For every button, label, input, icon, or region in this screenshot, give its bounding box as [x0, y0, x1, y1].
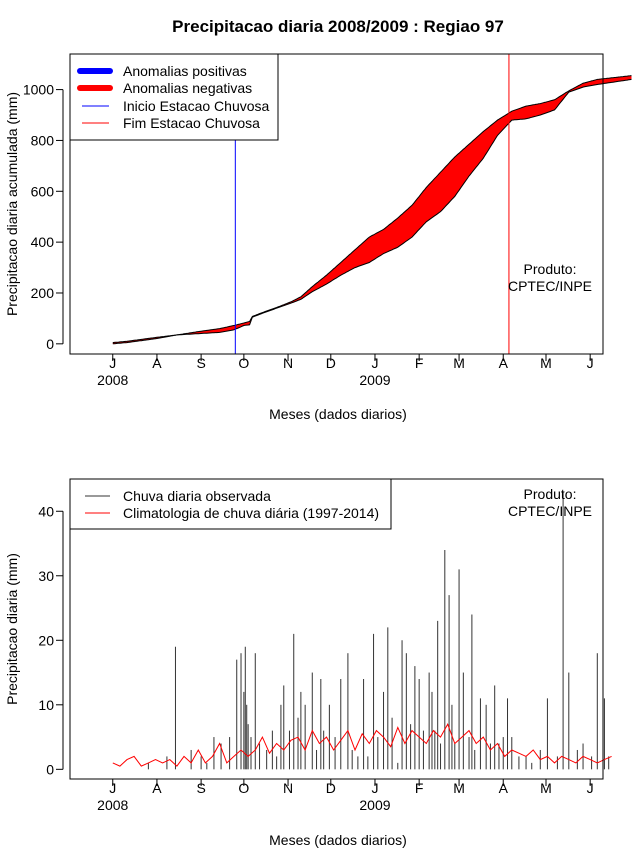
- bottom-month-label: A: [152, 780, 162, 796]
- bottom-year-label: 2009: [359, 797, 390, 813]
- top-y-tick-label: 1000: [23, 82, 54, 98]
- bottom-month-label: A: [499, 780, 509, 796]
- top-month-label: M: [540, 355, 552, 371]
- legend-observed-label: Chuva diaria observada: [123, 488, 271, 504]
- bottom-month-label: N: [283, 780, 293, 796]
- top-y-axis-label: Precipitacao diaria acumulada (mm): [4, 92, 20, 316]
- bottom-y-tick-label: 0: [46, 761, 54, 777]
- top-credit-line2: CPTEC/INPE: [508, 278, 592, 294]
- top-y-tick-label: 600: [31, 183, 55, 199]
- bottom-legend: Chuva diaria observada Climatologia de c…: [69, 478, 392, 530]
- top-x-axis-label: Meses (dados diarios): [269, 406, 407, 422]
- climatology-cumulative-line: [112, 75, 632, 344]
- legend-end-label: Fim Estacao Chuvosa: [123, 115, 260, 131]
- top-month-label: N: [283, 355, 293, 371]
- top-month-label: A: [152, 355, 162, 371]
- bottom-month-label: F: [415, 780, 424, 796]
- bottom-month-label: M: [540, 780, 552, 796]
- legend-climatology-label: Climatologia de chuva diária (1997-2014): [123, 505, 379, 521]
- bottom-y-tick-label: 20: [38, 632, 54, 648]
- top-month-label: M: [453, 355, 465, 371]
- bottom-month-label: D: [326, 780, 336, 796]
- observed-cumulative-line: [112, 78, 632, 345]
- top-month-label: S: [196, 355, 205, 371]
- bottom-month-label: O: [238, 780, 249, 796]
- top-month-label: O: [238, 355, 249, 371]
- top-y-tick-label: 200: [31, 285, 55, 301]
- climatology-daily-line: [112, 723, 612, 767]
- legend-positive-label: Anomalias positivas: [123, 63, 247, 79]
- bottom-month-label: J: [371, 780, 378, 796]
- bottom-credit-line1: Produto:: [524, 486, 577, 502]
- top-month-label: J: [109, 355, 116, 371]
- bottom-month-label: M: [453, 780, 465, 796]
- top-month-label: J: [371, 355, 378, 371]
- figure-title: Precipitacao diaria 2008/2009 : Regiao 9…: [172, 17, 504, 36]
- bottom-credit-line2: CPTEC/INPE: [508, 503, 592, 519]
- bottom-month-label: J: [109, 780, 116, 796]
- top-month-label: A: [499, 355, 509, 371]
- bottom-y-tick-label: 10: [38, 697, 54, 713]
- top-month-label: D: [326, 355, 336, 371]
- top-y-tick-label: 800: [31, 132, 55, 148]
- legend-negative-label: Anomalias negativas: [123, 80, 252, 96]
- bottom-x-axis-label: Meses (dados diarios): [269, 832, 407, 848]
- bottom-legend-box: [69, 478, 392, 530]
- top-month-label: F: [415, 355, 424, 371]
- bottom-y-tick-label: 40: [38, 503, 54, 519]
- top-month-label: J: [587, 355, 594, 371]
- bottom-year-label: 2008: [97, 797, 128, 813]
- top-year-label: 2008: [97, 372, 128, 388]
- top-legend: Anomalias positivas Anomalias negativas …: [69, 53, 279, 141]
- top-year-label: 2009: [359, 372, 390, 388]
- bottom-month-label: J: [587, 780, 594, 796]
- legend-start-label: Inicio Estacao Chuvosa: [123, 98, 270, 114]
- top-y-tick-label: 400: [31, 234, 55, 250]
- top-y-tick-label: 0: [46, 336, 54, 352]
- bottom-y-axis-label: Precipitacao diaria (mm): [4, 553, 20, 705]
- bottom-month-label: S: [196, 780, 205, 796]
- bottom-y-tick-label: 30: [38, 568, 54, 584]
- top-credit-line1: Produto:: [524, 261, 577, 277]
